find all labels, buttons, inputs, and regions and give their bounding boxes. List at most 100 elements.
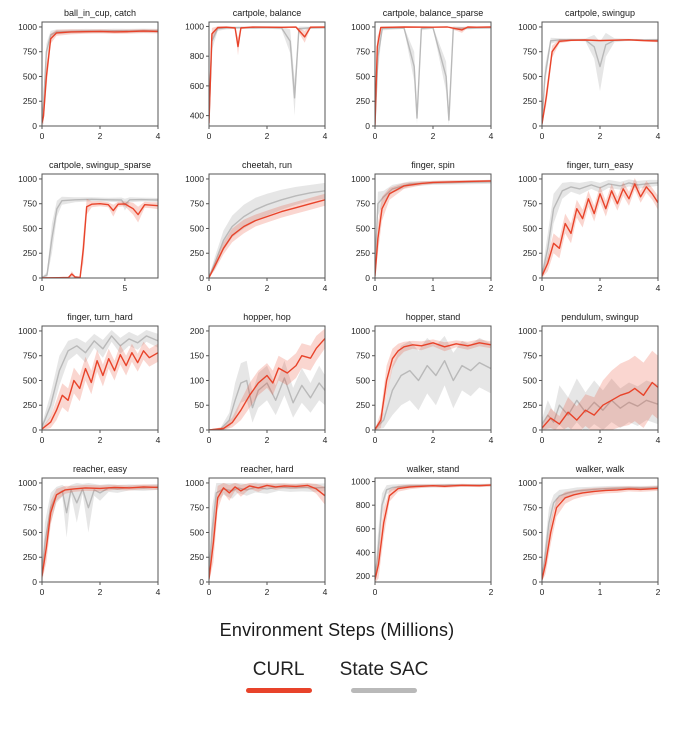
y-tick-label: 1000 — [518, 174, 537, 184]
state-sac-band — [375, 26, 491, 126]
subplot-cell-cartpole-swingup: cartpole, swingup 0 2 4 0 250 500 750 1000 — [506, 6, 666, 156]
curl-band — [375, 483, 491, 582]
curl-line — [208, 199, 325, 278]
subplot-finger-turn-hard: finger, turn_hard 0 2 4 0 250 500 750 1000 — [18, 312, 161, 445]
state-sac-band — [375, 483, 491, 582]
subplot-title: cartpole, swingup — [564, 8, 634, 18]
state-sac-band — [42, 28, 158, 126]
y-tick-label: 1000 — [18, 326, 37, 336]
y-tick-label: 250 — [356, 400, 370, 410]
x-tick-label: 0 — [206, 435, 211, 445]
x-tick-label: 0 — [206, 283, 211, 293]
y-tick-label: 750 — [23, 47, 37, 57]
x-tick-label: 4 — [655, 131, 660, 141]
y-tick-label: 750 — [23, 199, 37, 209]
curl-band — [42, 341, 158, 430]
y-tick-label: 50 — [194, 400, 204, 410]
y-tick-label: 250 — [522, 400, 536, 410]
curl-band — [208, 26, 325, 126]
y-tick-label: 750 — [189, 199, 203, 209]
x-tick-label: 2 — [655, 587, 660, 597]
legend-swatch-sac-line — [351, 688, 417, 693]
x-tick-label: 5 — [122, 283, 127, 293]
plot-area — [541, 485, 658, 582]
y-tick-label: 250 — [23, 248, 37, 258]
plot-area — [208, 328, 325, 430]
x-tick-label: 2 — [264, 131, 269, 141]
x-tick-label: 2 — [431, 435, 436, 445]
state-sac-line — [208, 190, 325, 278]
y-tick-label: 250 — [356, 248, 370, 258]
legend: CURL State SAC — [0, 659, 674, 693]
curl-band — [375, 26, 491, 126]
y-tick-label: 750 — [356, 351, 370, 361]
y-tick-label: 750 — [23, 351, 37, 361]
curl-line — [541, 381, 658, 429]
x-tick-label: 2 — [98, 435, 103, 445]
y-tick-label: 200 — [356, 571, 370, 581]
x-tick-label: 2 — [98, 587, 103, 597]
plot-area — [375, 26, 491, 126]
plot-area — [208, 182, 325, 278]
y-tick-label: 800 — [356, 500, 370, 510]
state-sac-line — [541, 182, 658, 276]
y-tick-label: 1000 — [185, 478, 204, 488]
subplot-title: finger, turn_hard — [67, 312, 133, 322]
plot-area — [208, 482, 325, 582]
plot-area — [375, 483, 491, 582]
x-tick-label: 0 — [40, 131, 45, 141]
curl-line — [541, 183, 658, 277]
state-sac-band — [208, 26, 325, 125]
curl-band — [42, 29, 158, 126]
state-sac-band — [541, 32, 658, 125]
y-tick-label: 0 — [532, 273, 537, 283]
y-tick-label: 0 — [199, 273, 204, 283]
y-tick-label: 500 — [189, 527, 203, 537]
x-tick-label: 2 — [264, 435, 269, 445]
subplot-cell-cartpole-swingup-sparse: cartpole, swingup_sparse 0 5 0 250 500 750 1000 — [6, 158, 166, 308]
y-tick-label: 500 — [522, 527, 536, 537]
legend-swatch-curl-line — [245, 688, 312, 693]
x-tick-label: 2 — [597, 283, 602, 293]
legend-item-state-sac: State SAC — [340, 659, 428, 693]
x-tick-label: 4 — [156, 131, 161, 141]
state-sac-line — [42, 198, 158, 278]
subplot-cartpole-swingup-sparse: cartpole, swingup_sparse 0 5 0 250 500 750 1000 — [18, 160, 159, 293]
curl-line — [42, 486, 158, 577]
subplot-cell-hopper-hop: hopper, hop 0 2 4 0 50 100 150 200 — [173, 310, 333, 460]
subplot-title: hopper, hop — [243, 312, 291, 322]
y-tick-label: 500 — [356, 71, 370, 81]
y-tick-label: 750 — [356, 47, 370, 57]
subplot-title: cartpole, swingup_sparse — [49, 160, 151, 170]
curl-line — [208, 337, 325, 430]
y-tick-label: 500 — [522, 375, 536, 385]
subplot-walker-walk: walker, walk 0 1 2 0 250 500 750 1000 — [518, 464, 661, 597]
x-tick-label: 2 — [489, 283, 494, 293]
y-tick-label: 0 — [365, 273, 370, 283]
state-sac-band — [375, 335, 491, 430]
subplot-cheetah-run: cheetah, run 0 2 4 0 250 500 750 1000 — [185, 160, 328, 293]
y-tick-label: 250 — [522, 96, 536, 106]
state-sac-line — [541, 399, 658, 425]
x-tick-label: 0 — [539, 435, 544, 445]
state-sac-band — [42, 483, 158, 580]
y-tick-label: 1000 — [518, 22, 537, 32]
legend-item-curl: CURL — [245, 659, 312, 693]
y-tick-label: 400 — [356, 547, 370, 557]
subplot-title: cartpole, balance — [232, 8, 301, 18]
y-tick-label: 0 — [365, 425, 370, 435]
y-tick-label: 800 — [189, 51, 203, 61]
state-sac-line — [42, 29, 158, 122]
subplot-title: cheetah, run — [241, 160, 291, 170]
x-tick-label: 0 — [373, 283, 378, 293]
y-tick-label: 250 — [23, 96, 37, 106]
subplot-cell-hopper-stand: hopper, stand 0 2 4 0 250 500 750 1000 — [339, 310, 499, 460]
x-tick-label: 4 — [156, 435, 161, 445]
plot-area — [42, 483, 158, 581]
x-tick-label: 2 — [98, 131, 103, 141]
subplot-title: walker, stand — [406, 464, 460, 474]
y-tick-label: 750 — [356, 199, 370, 209]
x-tick-label: 0 — [539, 587, 544, 597]
y-tick-label: 250 — [189, 552, 203, 562]
x-tick-label: 0 — [373, 435, 378, 445]
